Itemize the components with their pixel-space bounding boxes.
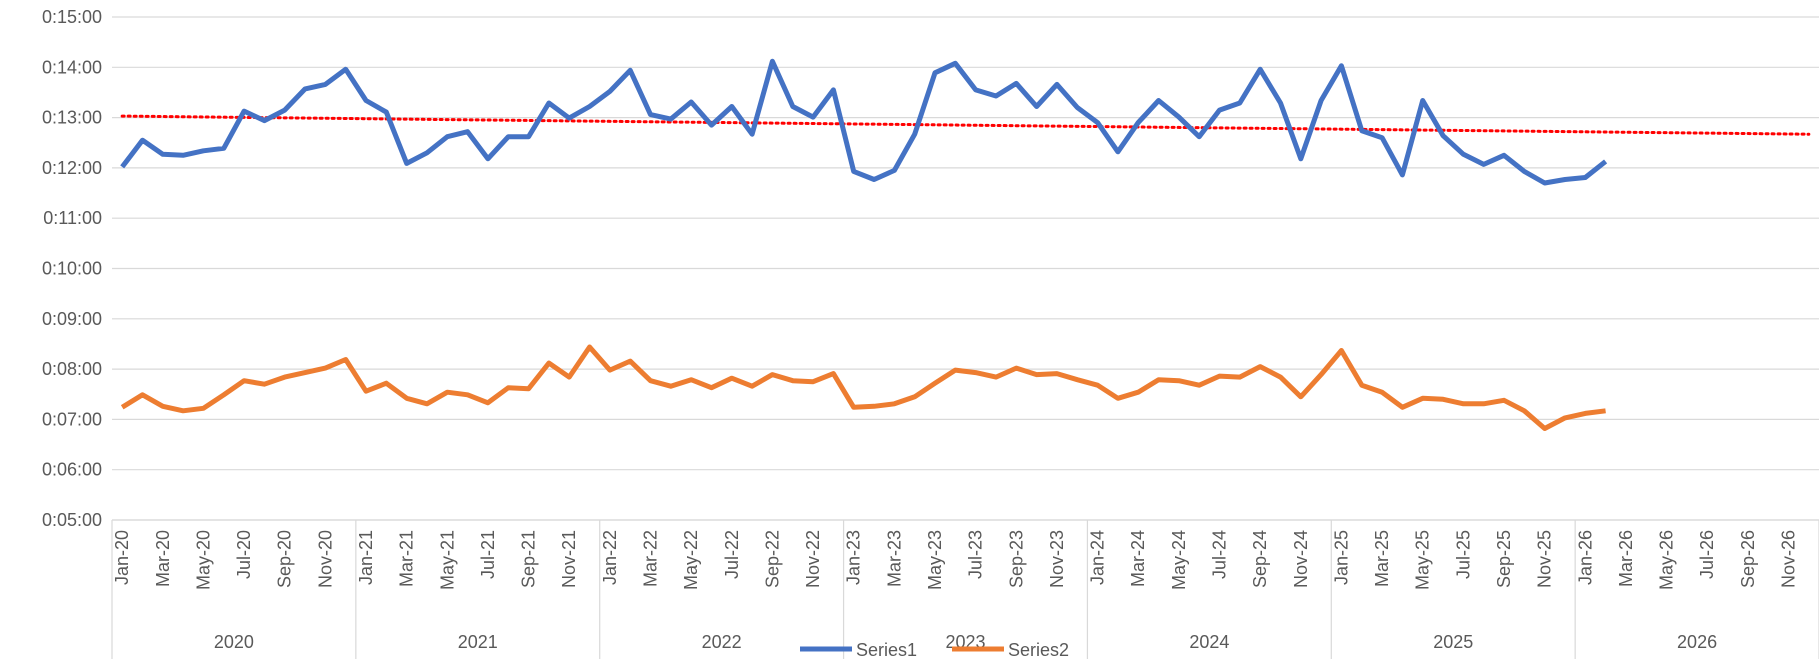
x-tick-label: Mar-23 [884,530,904,587]
x-tick-label: Jul-25 [1453,530,1473,579]
x-tick-label: Nov-25 [1535,530,1555,588]
x-tick-label: Nov-26 [1779,530,1799,588]
x-tick-label: Jan-23 [844,530,864,585]
x-tick-label: Nov-23 [1047,530,1067,588]
x-tick-label: Nov-21 [559,530,579,588]
year-label: 2024 [1189,632,1229,652]
x-tick-label: Jan-25 [1331,530,1351,585]
x-tick-label: Jul-21 [478,530,498,579]
trendline [120,114,1811,136]
y-tick-label: 0:07:00 [42,409,102,429]
x-tick-label: Nov-24 [1291,530,1311,588]
x-tick-label: Jan-26 [1575,530,1595,585]
y-tick-label: 0:14:00 [42,57,102,77]
y-tick-label: 0:06:00 [42,460,102,480]
x-tick-label: Jan-24 [1088,530,1108,585]
x-tick-label: Nov-20 [315,530,335,588]
y-tick-label: 0:05:00 [42,510,102,530]
x-tick-label: Mar-26 [1616,530,1636,587]
x-tick-label: May-23 [925,530,945,590]
x-tick-label: May-20 [193,530,213,590]
y-tick-label: 0:11:00 [43,208,102,228]
year-label: 2021 [458,632,498,652]
year-label: 2020 [214,632,254,652]
x-tick-label: Sep-22 [762,530,782,588]
y-tick-label: 0:08:00 [42,359,102,379]
legend-label: Series1 [856,640,917,659]
x-tick-label: Jul-26 [1697,530,1717,579]
x-tick-label: May-25 [1413,530,1433,590]
x-tick-label: Nov-22 [803,530,823,588]
x-tick-label: Mar-22 [641,530,661,587]
x-tick-label: Sep-26 [1738,530,1758,588]
x-tick-label: Jul-24 [1210,530,1230,579]
x-tick-label: Jul-22 [722,530,742,579]
series-line [120,58,1608,186]
x-tick-label: Jan-20 [112,530,132,585]
series-line [120,344,1606,431]
year-label: 2022 [702,632,742,652]
y-tick-label: 0:15:00 [42,7,102,27]
x-tick-label: Jul-20 [234,530,254,579]
x-tick-label: May-22 [681,530,701,590]
x-tick-label: Sep-25 [1494,530,1514,588]
year-label: 2026 [1677,632,1717,652]
x-tick-label: May-26 [1657,530,1677,590]
x-tick-label: Jan-22 [600,530,620,585]
x-tick-label: Mar-25 [1372,530,1392,587]
y-tick-label: 0:09:00 [42,309,102,329]
x-tick-label: Sep-21 [519,530,539,588]
x-tick-label: Jan-21 [356,530,376,585]
y-tick-label: 0:12:00 [42,158,102,178]
year-label: 2025 [1433,632,1473,652]
x-tick-label: Mar-21 [397,530,417,587]
x-tick-label: Sep-23 [1006,530,1026,588]
x-tick-label: Jul-23 [966,530,986,579]
legend-label: Series2 [1008,640,1069,659]
y-tick-label: 0:13:00 [42,108,102,128]
x-tick-label: May-24 [1169,530,1189,590]
x-tick-label: Mar-20 [153,530,173,587]
y-tick-label: 0:10:00 [42,259,102,279]
x-tick-label: May-21 [437,530,457,590]
x-tick-label: Mar-24 [1128,530,1148,587]
x-tick-label: Sep-24 [1250,530,1270,588]
x-tick-label: Sep-20 [275,530,295,588]
